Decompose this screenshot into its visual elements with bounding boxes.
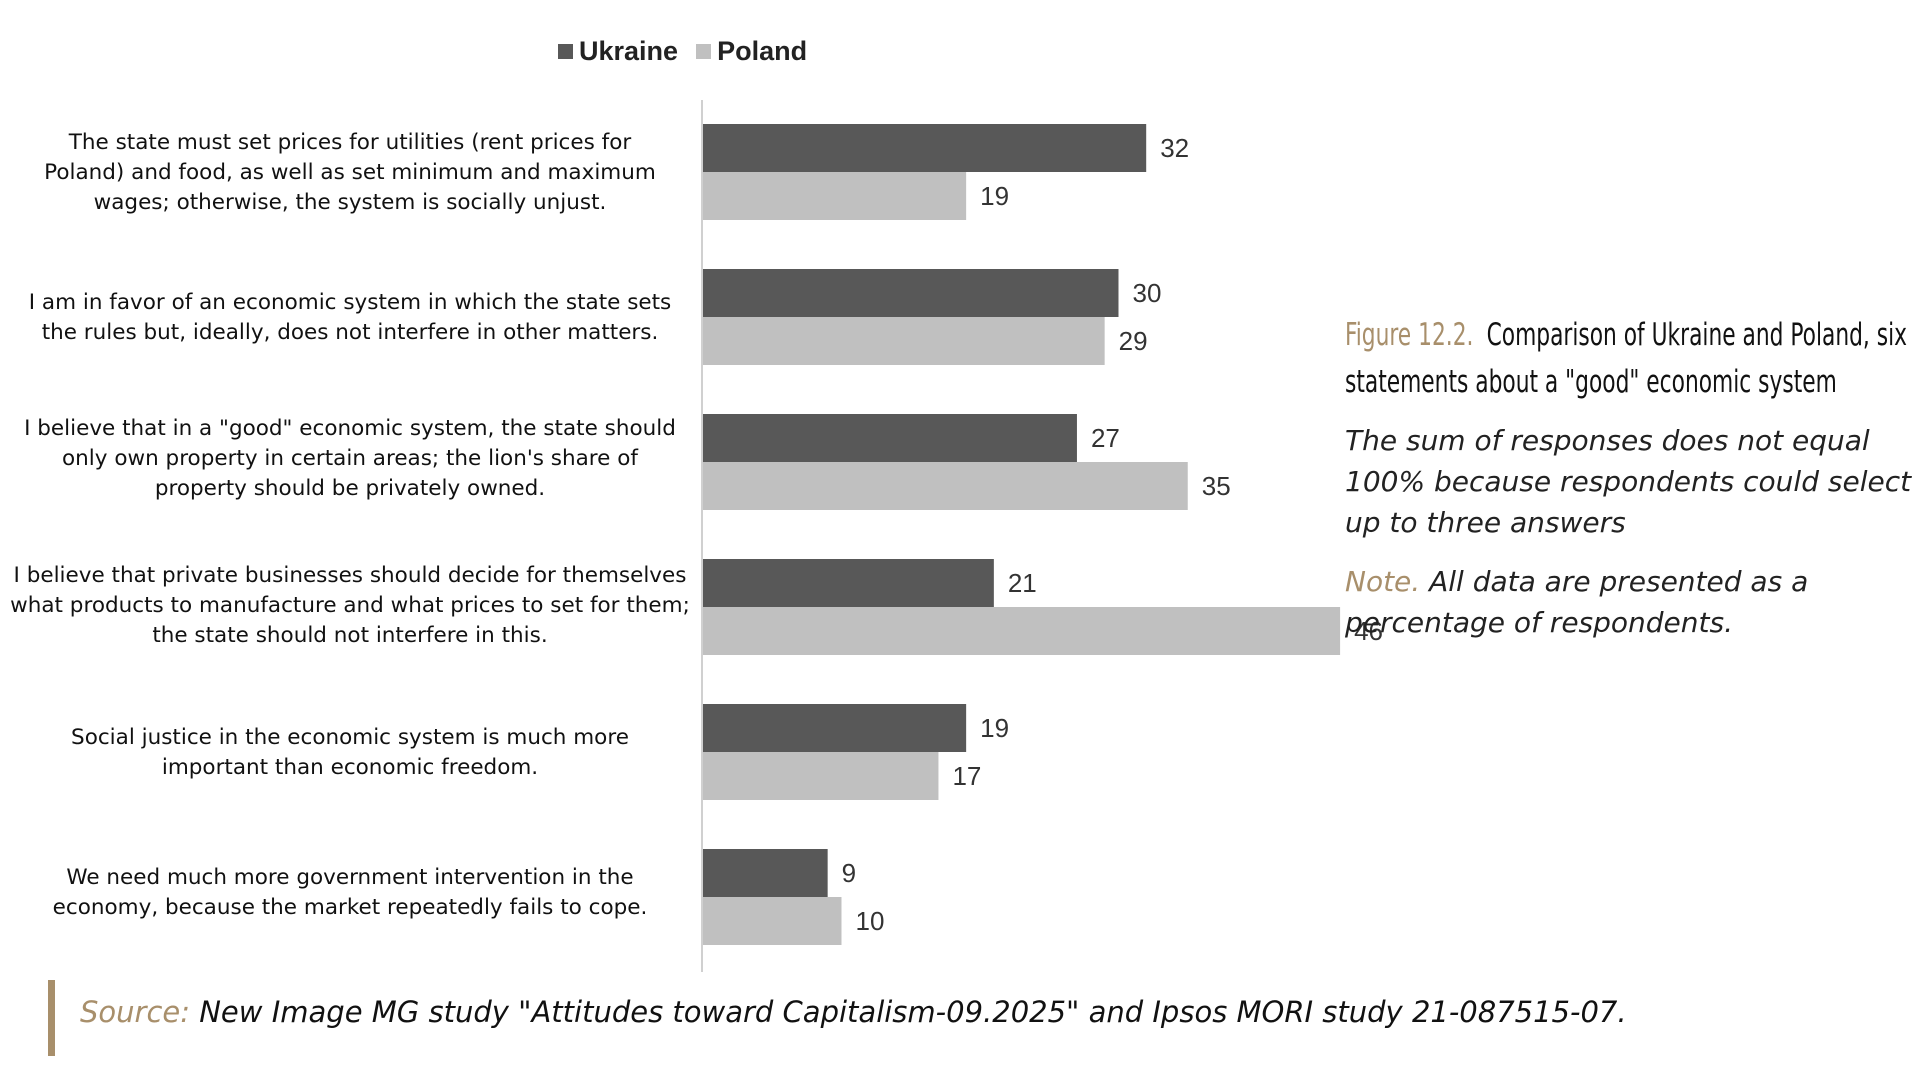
bar-ukraine xyxy=(703,269,1119,317)
legend-item-ukraine: Ukraine xyxy=(558,36,678,67)
value-label-ukraine: 9 xyxy=(842,858,856,888)
category-label: The state must set prices for utilities … xyxy=(44,130,656,215)
bar-ukraine xyxy=(703,124,1147,172)
figure-note: Note. All data are presented as a percen… xyxy=(1345,561,1915,643)
category-label: I am in favor of an economic system in w… xyxy=(28,290,672,345)
value-label-ukraine: 30 xyxy=(1133,278,1162,308)
value-label-poland: 17 xyxy=(952,761,981,791)
figure-title: Figure 12.2. Comparison of Ukraine and P… xyxy=(1345,312,1918,406)
value-label-ukraine: 32 xyxy=(1160,133,1189,163)
bar-poland xyxy=(703,607,1341,655)
legend-label-poland: Poland xyxy=(717,36,808,66)
value-label-poland: 35 xyxy=(1202,471,1231,501)
bar-ukraine xyxy=(703,559,994,607)
bar-ukraine xyxy=(703,704,967,752)
source-line: Source: New Image MG study "Attitudes to… xyxy=(80,995,1627,1029)
source-label: Source: xyxy=(80,995,191,1029)
figure-title-text: Comparison of Ukraine and Poland, six st… xyxy=(1345,317,1907,400)
legend: Ukraine Poland xyxy=(558,36,825,67)
bars-group: 32 19 30 29 27 35 21 46 19 17 910 xyxy=(703,124,1383,945)
value-label-poland: 46 xyxy=(1354,616,1383,646)
legend-swatch-ukraine xyxy=(558,44,573,59)
bar-ukraine xyxy=(703,849,828,897)
category-label: I believe that private businesses should… xyxy=(10,563,690,648)
figure-number: Figure 12.2. xyxy=(1345,317,1474,353)
value-label-poland: 19 xyxy=(980,181,1009,211)
value-label-poland: 29 xyxy=(1119,326,1148,356)
bar-poland xyxy=(703,752,939,800)
bar-poland xyxy=(703,462,1188,510)
value-label-poland: 10 xyxy=(856,906,885,936)
legend-label-ukraine: Ukraine xyxy=(579,36,679,66)
note-label: Note. xyxy=(1345,565,1421,598)
legend-item-poland: Poland xyxy=(696,36,807,67)
bar-poland xyxy=(703,172,967,220)
source-accent-bar xyxy=(48,980,55,1056)
value-label-ukraine: 19 xyxy=(980,713,1009,743)
note-text: All data are presented as a percentage o… xyxy=(1345,565,1809,639)
source-text: New Image MG study "Attitudes toward Cap… xyxy=(199,995,1627,1029)
category-label: We need much more government interventio… xyxy=(52,865,648,920)
value-label-ukraine: 27 xyxy=(1091,423,1120,453)
figure-caption: Figure 12.2. Comparison of Ukraine and P… xyxy=(1345,312,1915,643)
bar-ukraine xyxy=(703,414,1077,462)
bar-poland xyxy=(703,897,842,945)
figure-subtitle: The sum of responses does not equal 100%… xyxy=(1345,424,1912,539)
category-label: I believe that in a "good" economic syst… xyxy=(24,416,676,501)
value-label-ukraine: 21 xyxy=(1008,568,1037,598)
legend-swatch-poland xyxy=(696,44,712,59)
category-label: Social justice in the economic system is… xyxy=(71,725,629,780)
bar-poland xyxy=(703,317,1105,365)
